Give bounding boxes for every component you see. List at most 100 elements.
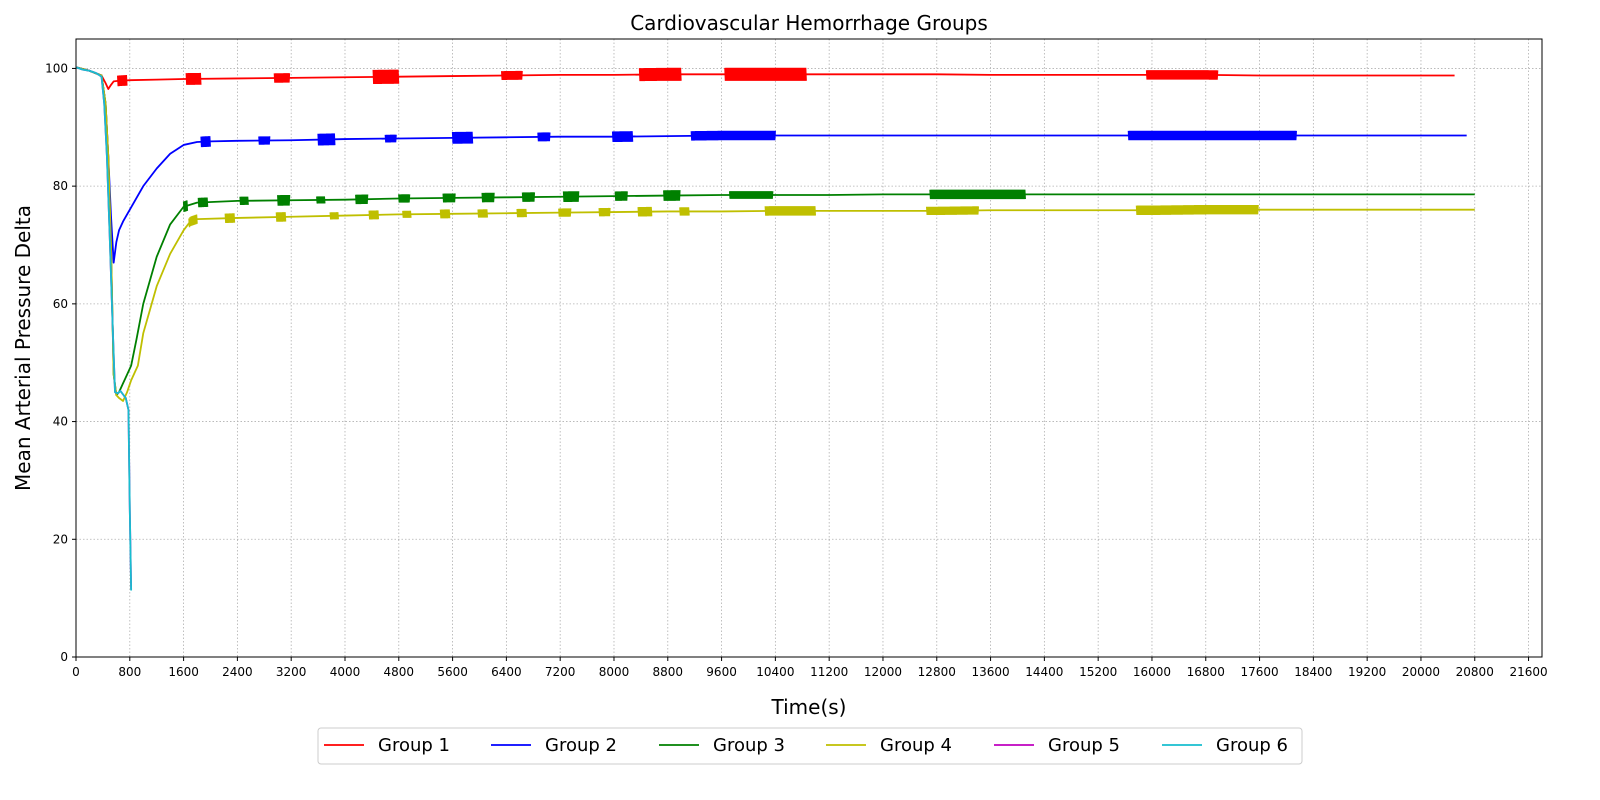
oscillation-burst-group-4	[477, 209, 488, 218]
x-axis-title: Time(s)	[771, 695, 847, 719]
y-tick-label: 60	[53, 297, 68, 311]
legend-label-group-3: Group 3	[713, 735, 785, 756]
x-tick-label: 7200	[545, 665, 576, 679]
x-tick-label: 3200	[276, 665, 307, 679]
x-tick-label: 5600	[437, 665, 468, 679]
oscillation-burst-group-3	[197, 197, 209, 208]
x-tick-label: 20000	[1402, 665, 1440, 679]
oscillation-burst-group-1	[185, 72, 202, 85]
x-tick-label: 16000	[1133, 665, 1171, 679]
oscillation-burst-group-4	[439, 209, 451, 219]
oscillation-burst-group-3	[182, 200, 189, 212]
oscillation-burst-group-2	[200, 136, 211, 148]
oscillation-burst-group-1	[638, 67, 682, 82]
oscillation-burst-group-3	[442, 193, 456, 203]
legend-box	[317, 727, 1303, 765]
oscillation-burst-group-2	[258, 136, 271, 145]
oscillation-burst-group-4	[224, 213, 236, 224]
x-tick-label: 17600	[1240, 665, 1278, 679]
oscillation-burst-group-1	[500, 70, 523, 80]
y-tick-label: 80	[53, 179, 68, 193]
oscillation-burst-group-3	[316, 196, 326, 204]
x-tick-label: 6400	[491, 665, 522, 679]
oscillation-burst-group-1	[1145, 70, 1219, 80]
x-tick-label: 9600	[706, 665, 737, 679]
oscillation-burst-group-3	[521, 192, 536, 202]
oscillation-burst-group-3	[398, 194, 411, 203]
x-tick-label: 19200	[1348, 665, 1386, 679]
oscillation-burst-group-4	[402, 210, 412, 218]
series-line-group-5	[75, 66, 133, 590]
y-tick-label: 100	[45, 61, 68, 75]
oscillation-burst-group-4	[598, 207, 611, 217]
oscillation-burst-group-4	[1135, 204, 1259, 216]
oscillation-burst-group-2	[384, 134, 397, 143]
oscillation-burst-group-3	[355, 194, 369, 205]
x-tick-label: 0	[72, 665, 80, 679]
oscillation-burst-group-3	[481, 192, 495, 203]
legend-label-group-2: Group 2	[545, 735, 617, 756]
legend-label-group-6: Group 6	[1216, 735, 1288, 756]
grid	[75, 39, 1542, 658]
oscillation-burst-group-3	[728, 191, 774, 199]
x-tick-label: 15200	[1079, 665, 1117, 679]
x-tick-label: 21600	[1509, 665, 1547, 679]
x-tick-label: 4000	[330, 665, 361, 679]
oscillation-burst-group-3	[929, 189, 1026, 200]
series-line-group-2	[75, 66, 1467, 264]
x-tick-label: 4800	[384, 665, 415, 679]
oscillation-burst-group-2	[317, 133, 336, 146]
oscillation-burst-group-3	[614, 191, 628, 201]
oscillation-burst-group-1	[273, 73, 291, 83]
chart-title: Cardiovascular Hemorrhage Groups	[630, 11, 988, 35]
oscillation-burst-group-4	[925, 206, 980, 216]
oscillation-burst-group-3	[239, 196, 249, 205]
x-tick-label: 12800	[918, 665, 956, 679]
oscillation-burst-group-4	[275, 212, 287, 222]
legend-label-group-5: Group 5	[1048, 735, 1120, 756]
plot-frame	[75, 38, 1543, 658]
axis-ticks: 0 800 1600 2400 3200 4000 4800 5600 6400 7200 8000…	[45, 61, 1548, 679]
y-tick-label: 20	[53, 532, 68, 546]
x-tick-label: 10400	[756, 665, 794, 679]
y-axis-title: Mean Arterial Pressure Delta	[11, 205, 35, 491]
x-tick-label: 8000	[599, 665, 630, 679]
x-tick-label: 18400	[1294, 665, 1332, 679]
x-tick-label: 8800	[653, 665, 684, 679]
oscillation-burst-group-2	[537, 132, 551, 142]
oscillation-burst-group-4	[188, 214, 198, 228]
oscillation-burst-group-4	[637, 206, 653, 217]
oscillation-burst-group-4	[558, 208, 572, 217]
x-tick-label: 800	[118, 665, 141, 679]
x-tick-label: 14400	[1025, 665, 1063, 679]
oscillation-burst-group-3	[562, 191, 580, 203]
oscillation-burst-group-4	[329, 212, 339, 220]
oscillation-burst-group-4	[679, 207, 690, 216]
x-tick-label: 16800	[1187, 665, 1225, 679]
series-layer	[75, 66, 1475, 591]
oscillation-burst-group-4	[764, 206, 817, 216]
x-tick-label: 2400	[222, 665, 253, 679]
legend-items: Group 1 Group 2 Group 3 Group 4 Group 5 Group…	[324, 735, 1288, 756]
y-tick-label: 0	[60, 650, 68, 664]
oscillation-burst-group-4	[516, 208, 527, 218]
oscillation-burst-group-4	[368, 210, 380, 220]
oscillation-burst-group-2	[690, 130, 776, 141]
oscillation-burst-group-1	[116, 75, 128, 87]
x-tick-label: 20800	[1456, 665, 1494, 679]
oscillation-burst-group-1	[724, 67, 807, 81]
legend-label-group-4: Group 4	[880, 735, 952, 756]
oscillation-burst-group-2	[1127, 130, 1297, 141]
oscillation-burst-group-1	[372, 69, 400, 85]
x-tick-label: 11200	[810, 665, 848, 679]
y-tick-label: 40	[53, 415, 68, 429]
legend-label-group-1: Group 1	[378, 735, 450, 756]
series-line-group-6	[75, 66, 133, 591]
oscillation-burst-group-3	[277, 194, 291, 206]
oscillation-burst-group-3	[663, 190, 681, 201]
x-tick-label: 12000	[864, 665, 902, 679]
oscillation-burst-group-2	[451, 131, 474, 144]
oscillation-burst-group-2	[611, 131, 634, 143]
series-line-group-4	[75, 66, 1475, 402]
